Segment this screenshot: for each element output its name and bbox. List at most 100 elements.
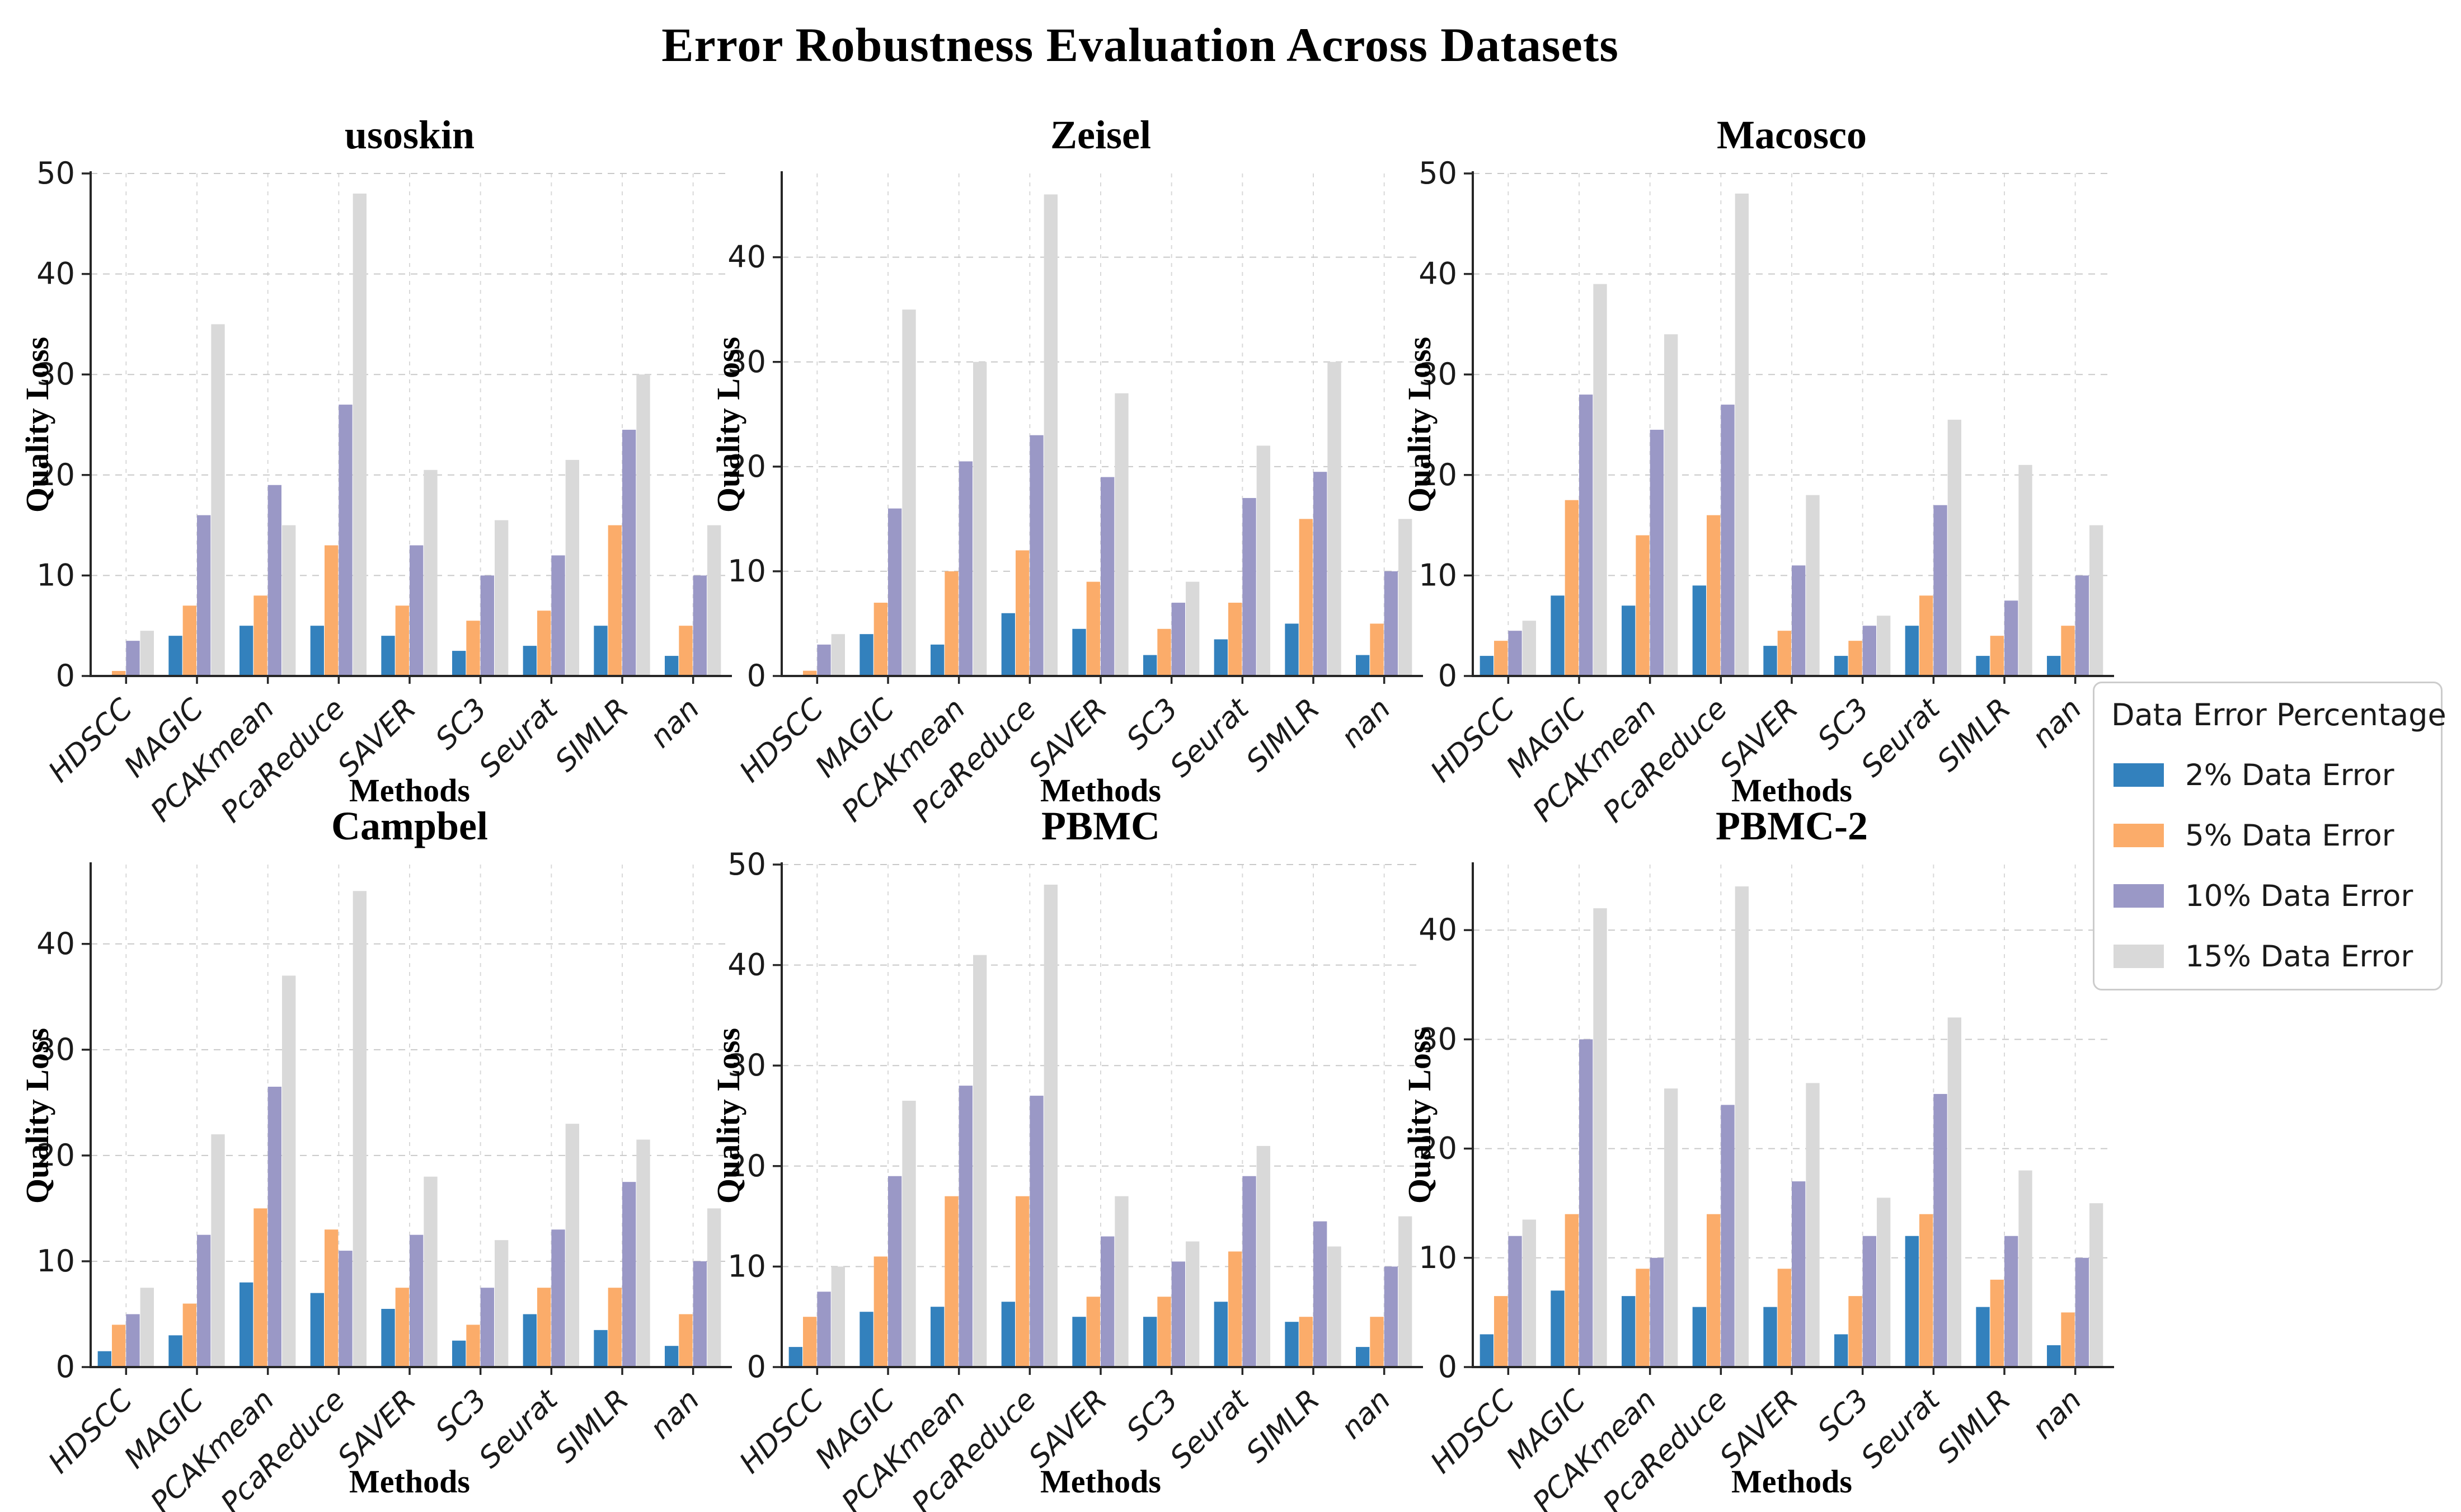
bar: [452, 1340, 466, 1367]
y-axis-label: Quality Loss: [19, 337, 55, 513]
chart-zeisel: 010203040HDSCCMAGICPCAKmeanPcaReduceSAVE…: [710, 112, 1423, 829]
bar: [831, 1266, 845, 1367]
bar: [1947, 420, 1961, 676]
y-tick-label: 20: [36, 457, 75, 492]
subplot-title: PBMC: [1041, 804, 1160, 848]
y-tick-label: 0: [747, 658, 766, 693]
x-axis-label: Methods: [1040, 1463, 1161, 1500]
subplot-title: Zeisel: [1050, 112, 1151, 157]
bar: [211, 324, 225, 676]
bar: [1508, 1236, 1522, 1367]
bar: [466, 621, 480, 676]
bar: [267, 1087, 281, 1367]
bar: [1777, 631, 1791, 676]
y-tick-label: 40: [1419, 256, 1457, 292]
bar: [973, 361, 987, 676]
bar: [1933, 505, 1947, 676]
bar: [831, 634, 845, 676]
bar: [1707, 1214, 1721, 1367]
bar: [395, 605, 409, 676]
bar: [973, 955, 987, 1367]
x-tick-label: SC3: [1120, 1383, 1185, 1448]
bar: [168, 1335, 182, 1367]
x-tick-label: SC3: [1811, 692, 1876, 757]
x-tick-label: Seurat: [473, 1383, 565, 1475]
bar: [1664, 334, 1678, 676]
bar: [679, 626, 693, 676]
bar: [452, 651, 466, 676]
y-tick-label: 20: [727, 449, 766, 484]
bar: [523, 1314, 537, 1367]
bar: [1877, 616, 1891, 676]
x-tick-label: SAVER: [1713, 1383, 1805, 1475]
bar: [873, 603, 887, 676]
bar: [1721, 405, 1735, 676]
bar: [945, 571, 959, 676]
bar: [931, 1307, 945, 1367]
bar: [353, 193, 367, 676]
bar: [1806, 495, 1820, 676]
bar: [325, 545, 339, 676]
bar: [1650, 429, 1664, 676]
bar: [1327, 1246, 1341, 1367]
bar: [1228, 1251, 1242, 1367]
y-axis-label: Quality Loss: [19, 1028, 55, 1204]
bar: [197, 515, 211, 676]
bar: [1086, 1297, 1100, 1367]
bar: [1848, 1296, 1862, 1367]
bar: [211, 1134, 225, 1367]
bar: [693, 1261, 707, 1367]
bar: [1313, 1221, 1327, 1367]
x-axis-label: Methods: [1040, 772, 1161, 809]
bar: [565, 459, 579, 676]
bar: [1735, 886, 1749, 1367]
bar: [197, 1234, 211, 1367]
bar: [310, 626, 324, 676]
bar: [112, 1325, 126, 1367]
y-tick-label: 30: [727, 344, 766, 379]
y-tick-label: 50: [1419, 156, 1457, 191]
bar: [1947, 1017, 1961, 1367]
bar: [424, 1176, 438, 1367]
bar: [1256, 445, 1270, 676]
bar: [182, 1303, 196, 1367]
bar: [1919, 595, 1933, 676]
x-axis-label: Methods: [349, 772, 470, 809]
y-axis-label: Quality Loss: [1401, 1028, 1438, 1204]
y-tick-label: 0: [56, 658, 75, 693]
x-tick-label: nan: [1335, 1383, 1397, 1446]
x-tick-label: nan: [1335, 692, 1397, 755]
subplot-title: Campbel: [331, 804, 488, 848]
bar: [424, 469, 438, 676]
bar: [267, 485, 281, 676]
bar: [1735, 193, 1749, 676]
chart-campbel: 010203040HDSCCMAGICPCAKmeanPcaReduceSAVE…: [19, 804, 732, 1512]
legend-item: 15% Data Error: [2111, 926, 2424, 987]
bar: [1721, 1105, 1735, 1367]
chart-macosco: 01020304050HDSCCMAGICPCAKmeanPcaReduceSA…: [1401, 112, 2114, 829]
bar: [959, 1086, 973, 1367]
y-tick-label: 0: [1438, 658, 1457, 693]
legend-swatch-15pct: [2114, 945, 2164, 969]
bar: [239, 1282, 253, 1367]
bar: [1001, 613, 1015, 676]
y-tick-label: 40: [1419, 912, 1457, 947]
bar: [1030, 435, 1044, 676]
bar: [282, 525, 296, 676]
bar: [1494, 1296, 1508, 1367]
bar: [1862, 626, 1876, 676]
x-tick-label: SC3: [1811, 1383, 1876, 1448]
bar: [410, 1234, 424, 1367]
bar: [1016, 1196, 1030, 1367]
y-tick-label: 50: [36, 156, 75, 191]
bar: [1664, 1088, 1678, 1367]
bar: [817, 644, 831, 676]
bar: [1551, 1290, 1565, 1367]
bar: [565, 1124, 579, 1367]
y-tick-label: 30: [1419, 356, 1457, 392]
bar: [1508, 631, 1522, 676]
bar: [1115, 393, 1129, 676]
subplot-title: usoskin: [345, 112, 475, 157]
legend-item-label: 2% Data Error: [2185, 758, 2394, 792]
